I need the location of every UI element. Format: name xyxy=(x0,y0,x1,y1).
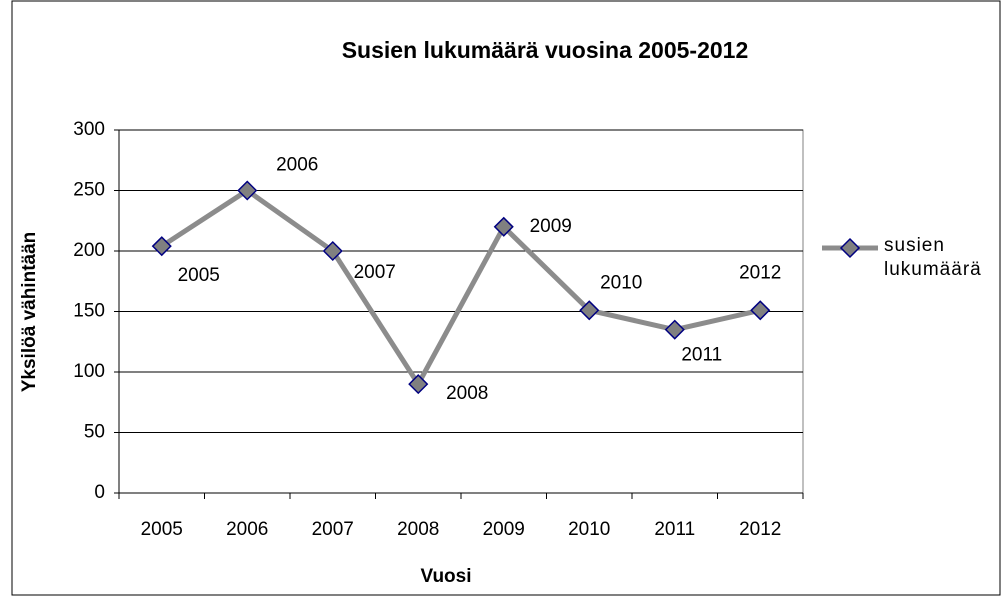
data-label: 2008 xyxy=(446,383,488,404)
x-tick-label: 2008 xyxy=(397,519,439,540)
point-marker xyxy=(151,236,172,257)
y-tick-label: 50 xyxy=(84,422,105,443)
point-marker xyxy=(579,300,600,321)
data-label: 2011 xyxy=(681,345,722,366)
point-marker xyxy=(664,319,685,340)
y-tick-label: 250 xyxy=(73,180,105,201)
y-tick-label: 300 xyxy=(73,119,105,140)
point-marker xyxy=(750,300,771,321)
x-tick-label: 2007 xyxy=(312,519,354,540)
x-axis-label: Vuosi xyxy=(420,566,471,587)
y-axis-label: Yksilöä vähintään xyxy=(19,232,40,393)
point-marker xyxy=(237,180,258,201)
chart-frame xyxy=(11,0,1001,596)
x-tick-label: 2010 xyxy=(568,519,610,540)
y-tick-label: 150 xyxy=(73,301,105,322)
data-label: 2005 xyxy=(178,265,220,286)
x-tick-label: 2009 xyxy=(483,519,525,540)
y-tick-label: 0 xyxy=(94,482,105,503)
data-label: 2007 xyxy=(354,262,396,283)
point-marker xyxy=(493,216,514,237)
chart-title: Susien lukumäärä vuosina 2005-2012 xyxy=(342,37,749,63)
x-tick-label: 2011 xyxy=(654,519,695,540)
y-tick-label: 100 xyxy=(73,361,105,382)
legend-marker xyxy=(839,237,861,259)
y-tick-label: 200 xyxy=(73,240,105,261)
point-marker xyxy=(408,374,429,395)
data-label: 2010 xyxy=(600,272,642,293)
series-line xyxy=(160,188,761,387)
data-label: 2006 xyxy=(276,155,318,176)
legend-label: susien lukumäärä xyxy=(884,235,982,280)
x-tick-label: 2005 xyxy=(141,519,183,540)
data-label: 2009 xyxy=(530,216,572,237)
point-marker xyxy=(322,240,343,262)
x-tick-label: 2012 xyxy=(739,519,781,540)
x-tick-label: 2006 xyxy=(226,519,268,540)
data-label: 2012 xyxy=(739,262,781,283)
